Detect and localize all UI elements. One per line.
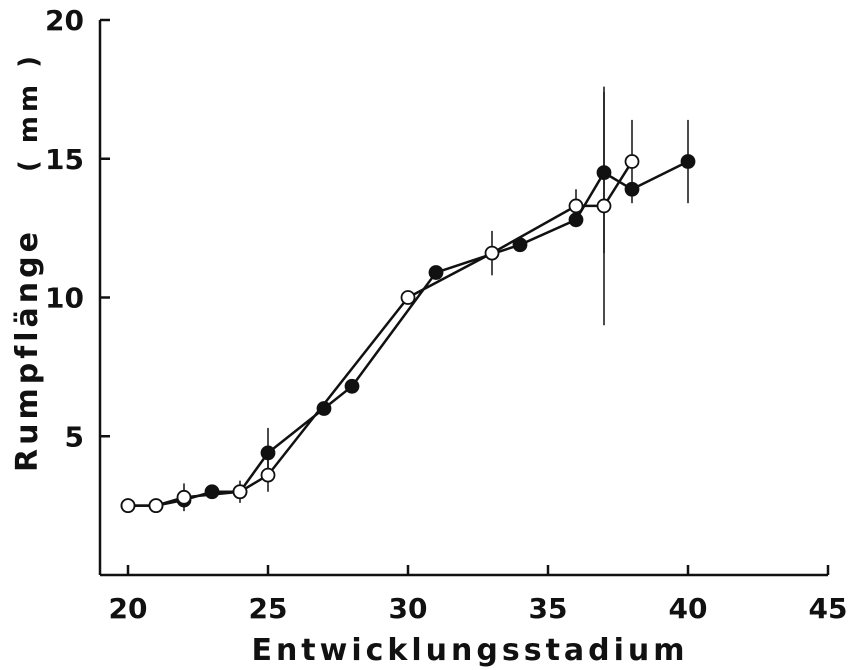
tick-labels: 20 25 30 35 40 45 5 10 15 20 — [45, 4, 847, 625]
open-data-point — [260, 467, 276, 483]
open-data-point — [596, 198, 612, 214]
x-tick-label: 25 — [249, 592, 288, 625]
filled-data-point — [260, 445, 276, 461]
filled-data-point — [316, 401, 332, 416]
filled-data-point — [512, 237, 528, 253]
filled-data-point — [624, 181, 640, 197]
open-data-point — [484, 245, 500, 261]
x-tick-label: 35 — [529, 592, 568, 625]
filled-data-point — [680, 154, 696, 169]
open-data-point — [120, 498, 136, 514]
filled-data-point — [428, 265, 444, 280]
y-axis-unit: ( mm ) — [14, 52, 44, 172]
open-series-line — [128, 160, 634, 507]
filled-data-point — [568, 212, 584, 228]
x-axis-title: Entwicklungsstadium — [251, 633, 688, 668]
y-tick-label: 10 — [45, 282, 84, 315]
x-tick-label: 40 — [669, 592, 708, 625]
y-tick-label: 20 — [45, 4, 84, 37]
open-data-point — [568, 198, 584, 214]
filled-data-point — [344, 378, 360, 394]
series-points — [120, 154, 696, 514]
x-tick-label: 20 — [109, 592, 148, 625]
open-data-point — [176, 489, 192, 505]
filled-data-point — [596, 165, 612, 181]
y-axis-title: Rumpflänge — [10, 228, 45, 472]
open-data-point — [624, 154, 640, 169]
x-tick-label: 30 — [389, 592, 428, 625]
error-bars — [183, 86, 689, 512]
x-tick-label: 45 — [809, 592, 848, 625]
axes — [98, 18, 830, 577]
open-data-point — [400, 290, 416, 305]
y-tick-label: 5 — [65, 420, 84, 453]
y-tick-label: 15 — [45, 143, 84, 176]
open-data-point — [232, 484, 248, 500]
filled-data-point — [204, 484, 220, 500]
open-data-point — [148, 498, 164, 514]
